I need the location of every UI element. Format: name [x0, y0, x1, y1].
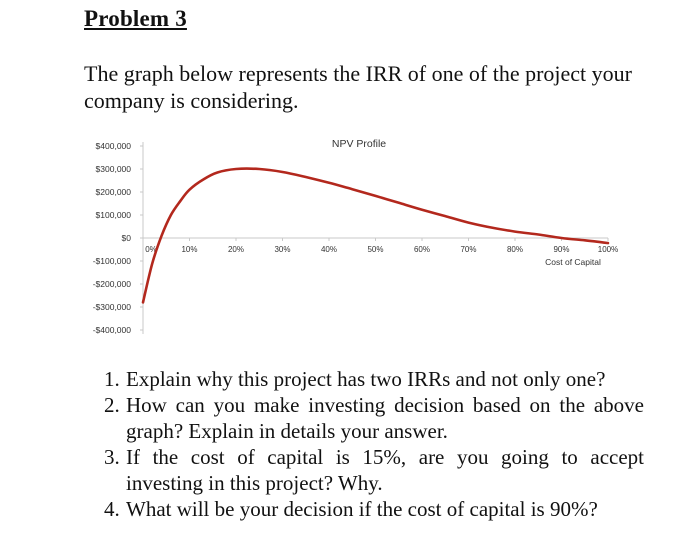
y-tick-label: -$400,000 [93, 325, 132, 335]
question-text: If the cost of capital is 15%, are you g… [126, 445, 644, 495]
question-item: 2. How can you make investing decision b… [104, 392, 644, 444]
x-tick-label: 80% [507, 245, 523, 254]
y-tick-label: -$200,000 [93, 279, 132, 289]
chart-title: NPV Profile [332, 138, 386, 150]
question-item: 3. If the cost of capital is 15%, are yo… [104, 444, 644, 496]
question-item: 1. Explain why this project has two IRRs… [104, 366, 644, 392]
x-axis-label: Cost of Capital [545, 257, 601, 267]
y-tick-label: $100,000 [96, 210, 132, 220]
question-text: What will be your decision if the cost o… [126, 497, 598, 521]
question-number: 1. [104, 367, 120, 391]
npv-series-line [141, 167, 610, 304]
x-tick-label: 30% [274, 245, 290, 254]
x-tick-label: 100% [598, 245, 618, 254]
question-number: 4. [104, 497, 120, 521]
question-list: 1. Explain why this project has two IRRs… [104, 366, 644, 522]
x-tick-label: 10% [181, 245, 197, 254]
problem-heading: Problem 3 [84, 6, 187, 31]
y-tick-label: $300,000 [96, 164, 132, 174]
x-tick-label: 90% [553, 245, 569, 254]
question-number: 3. [104, 445, 120, 469]
x-tick-label: 40% [321, 245, 337, 254]
y-tick-label: $0 [122, 233, 132, 243]
y-tick-label: $200,000 [96, 187, 132, 197]
y-tick-label: -$300,000 [93, 302, 132, 312]
question-text: Explain why this project has two IRRs an… [126, 367, 606, 391]
question-text: How can you make investing decision base… [126, 393, 644, 443]
y-tick-label: -$100,000 [93, 256, 132, 266]
intro-paragraph: The graph below represents the IRR of on… [84, 61, 632, 113]
x-tick-label: 20% [228, 245, 244, 254]
x-tick-label: 70% [460, 245, 476, 254]
x-tick-label: 60% [414, 245, 430, 254]
y-tick-label: $400,000 [96, 141, 132, 151]
npv-profile-chart: $400,000 $300,000 $200,000 $100,000 $0 -$100,… [93, 138, 619, 335]
x-tick-label: 50% [367, 245, 383, 254]
question-number: 2. [104, 393, 120, 417]
question-item: 4. What will be your decision if the cos… [104, 496, 644, 522]
x-tick-label: 0% [145, 245, 157, 254]
